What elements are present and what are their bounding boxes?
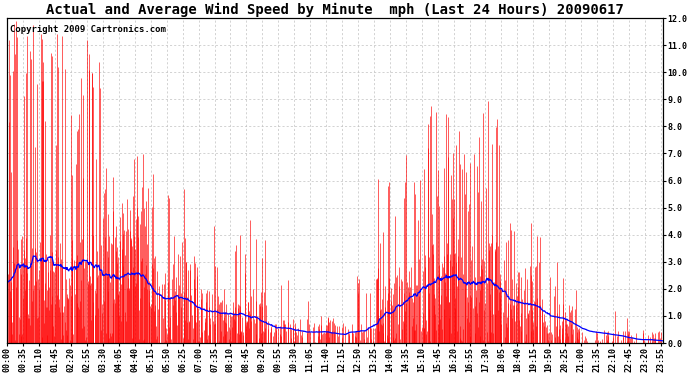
Text: Copyright 2009 Cartronics.com: Copyright 2009 Cartronics.com	[10, 25, 166, 34]
Title: Actual and Average Wind Speed by Minute  mph (Last 24 Hours) 20090617: Actual and Average Wind Speed by Minute …	[46, 3, 624, 17]
